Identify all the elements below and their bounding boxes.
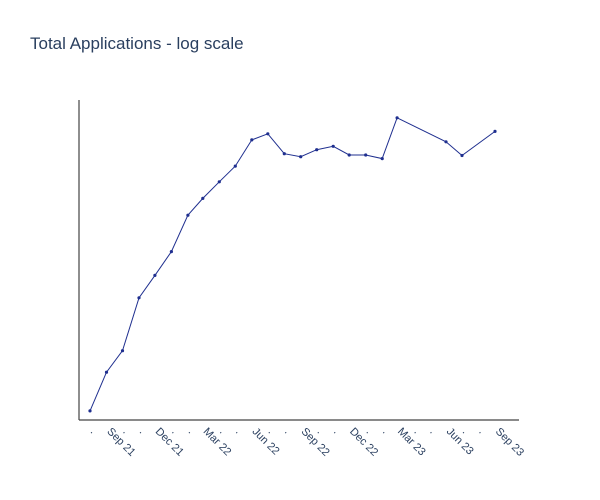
data-point: [217, 180, 221, 184]
x-tick-label: .: [282, 426, 293, 437]
data-point: [169, 250, 173, 254]
x-tick-label: .: [137, 426, 148, 437]
data-point: [282, 152, 286, 156]
chart-title: Total Applications - log scale: [30, 34, 244, 53]
data-point: [201, 196, 205, 200]
x-tick-labels: . Sep 21.. Dec 21.. Mar 22.. Jun 22.. Sep 22.…: [88, 426, 526, 459]
x-tick-label: Mar 22: [201, 426, 234, 459]
data-point: [104, 370, 109, 374]
data-point: [266, 132, 270, 136]
x-tick-label: .: [364, 426, 375, 437]
data-point: [88, 409, 92, 413]
data-point: [380, 157, 384, 161]
x-tick-label: Mar 23: [395, 426, 428, 459]
x-tick-label: .: [186, 426, 197, 437]
series-group: [88, 116, 497, 413]
x-tick-label: .: [88, 426, 99, 437]
data-point: [331, 144, 335, 148]
data-point: [395, 116, 399, 120]
x-tick-label: .: [169, 426, 180, 437]
data-point: [250, 138, 254, 142]
data-point: [347, 153, 351, 157]
data-point: [460, 153, 464, 158]
data-point: [315, 148, 319, 152]
x-tick-label: .: [331, 426, 342, 437]
data-point: [444, 140, 448, 144]
x-tick-label: .: [380, 426, 391, 437]
data-point: [153, 273, 157, 277]
x-tick-label: Jun 23: [444, 426, 476, 458]
x-tick-label: .: [427, 426, 438, 437]
data-point: [299, 155, 303, 159]
data-point: [493, 129, 497, 133]
x-tick-label: .: [233, 426, 244, 437]
x-tick-label: .: [120, 426, 131, 437]
x-tick-label: .: [266, 426, 277, 437]
x-tick-label: Sep 21: [104, 426, 137, 459]
x-tick-label: .: [411, 426, 422, 437]
data-point: [233, 164, 237, 168]
data-point: [137, 296, 141, 300]
x-tick-label: .: [217, 426, 228, 437]
x-tick-label: Dec 22: [347, 426, 380, 459]
x-tick-label: Dec 21: [153, 426, 186, 459]
x-tick-label: .: [315, 426, 326, 437]
data-point: [186, 213, 190, 217]
x-tick-label: Sep 23: [493, 426, 526, 459]
x-tick-label: Sep 22: [299, 426, 332, 459]
data-point: [120, 349, 125, 353]
x-tick-label: Jun 22: [250, 426, 282, 458]
x-tick-label: .: [460, 426, 471, 437]
data-point: [364, 153, 368, 157]
x-tick-label: .: [476, 426, 487, 437]
series-line: [89, 117, 496, 412]
